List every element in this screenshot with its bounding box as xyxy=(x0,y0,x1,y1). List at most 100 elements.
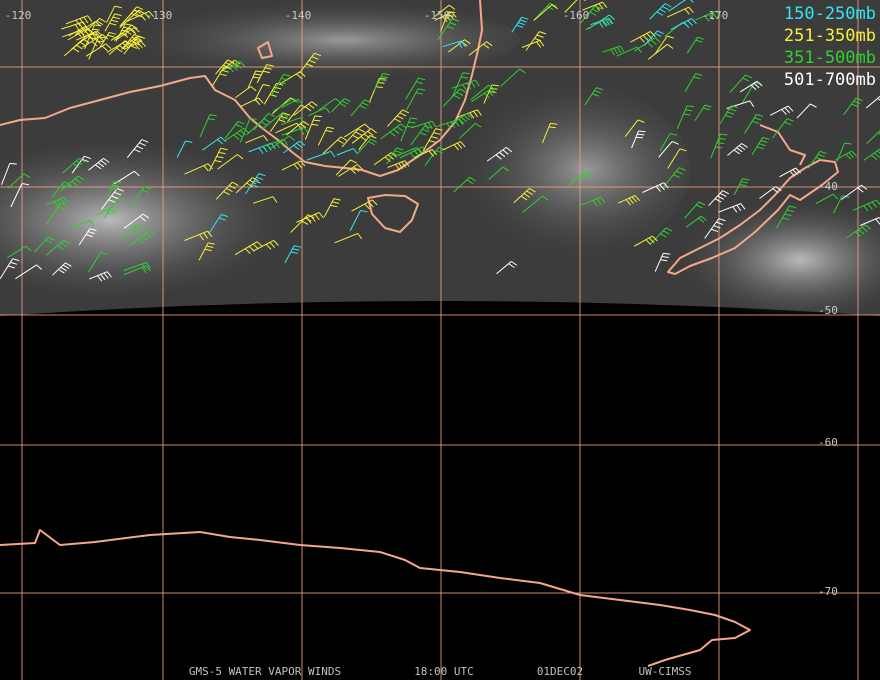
wind-barb xyxy=(253,196,278,204)
wind-barb xyxy=(602,45,625,56)
longitude-label: -130 xyxy=(146,9,173,22)
wind-barb xyxy=(442,141,466,151)
wind-barb xyxy=(644,30,664,46)
wind-barb xyxy=(184,163,213,175)
wind-barb xyxy=(198,242,216,261)
wind-barb xyxy=(350,99,372,117)
wind-barb xyxy=(284,245,302,264)
wind-barb xyxy=(759,186,782,199)
wind-barb xyxy=(7,173,31,189)
wind-barb xyxy=(296,212,324,224)
wind-barb xyxy=(275,122,302,134)
legend-entry: 150-250mb xyxy=(784,4,876,24)
wind-barb xyxy=(483,84,499,104)
wind-barb xyxy=(244,173,266,195)
wind-barb xyxy=(114,170,140,185)
wind-barb xyxy=(434,4,456,17)
coastline xyxy=(0,0,483,177)
wind-barb xyxy=(772,118,794,139)
wind-barb xyxy=(65,15,93,27)
wind-barb xyxy=(7,245,32,259)
wind-barb xyxy=(585,18,613,31)
wind-barb xyxy=(387,109,410,127)
wind-barb xyxy=(225,127,250,141)
wind-barb xyxy=(649,3,672,20)
wind-barb xyxy=(630,31,656,43)
wind-barb xyxy=(807,150,827,169)
wind-barb xyxy=(458,122,482,140)
wind-barb xyxy=(666,6,694,18)
wind-barb xyxy=(219,61,246,73)
coastlines xyxy=(0,0,839,667)
wind-barb xyxy=(452,72,470,97)
wind-barb xyxy=(541,122,558,144)
wind-barb xyxy=(211,66,231,87)
wind-barb xyxy=(358,135,377,151)
wind-barb xyxy=(323,198,341,218)
wind-barb xyxy=(281,127,309,136)
wind-barbs xyxy=(0,0,880,282)
wind-barb xyxy=(15,264,43,280)
wind-barb xyxy=(865,95,880,109)
wind-barb xyxy=(52,262,72,276)
wind-barb xyxy=(470,84,495,101)
wind-barb xyxy=(410,125,432,146)
wind-barb xyxy=(584,87,604,106)
wind-barb xyxy=(733,178,750,196)
wind-barb xyxy=(68,26,91,37)
wind-barb xyxy=(128,230,155,247)
wind-barb xyxy=(78,228,97,246)
wind-barb xyxy=(10,183,29,208)
wind-barb xyxy=(304,115,322,140)
wind-barb xyxy=(69,220,95,229)
wind-barb xyxy=(751,137,770,155)
wind-barb xyxy=(121,34,141,50)
wind-barb xyxy=(123,262,151,272)
wind-barb xyxy=(351,199,378,212)
wind-barb xyxy=(290,214,315,233)
wind-barb xyxy=(239,118,257,143)
wind-barb xyxy=(387,160,410,171)
wind-barb xyxy=(105,181,121,201)
wind-barb xyxy=(580,5,602,24)
wind-barb xyxy=(564,0,586,13)
wind-barb xyxy=(269,112,291,132)
wind-barb xyxy=(400,117,418,142)
wind-barb xyxy=(106,5,122,23)
wind-barb xyxy=(841,184,868,200)
wind-barb xyxy=(308,107,331,117)
wind-barb xyxy=(215,181,239,200)
wind-barb xyxy=(176,140,193,158)
legend-entry: 251-350mb xyxy=(784,26,876,46)
wind-barb xyxy=(261,138,289,149)
longitude-label: -160 xyxy=(563,9,590,22)
wind-barb xyxy=(866,130,880,144)
wind-barb xyxy=(270,135,296,149)
wind-barb xyxy=(119,9,142,27)
wind-barb xyxy=(442,40,466,48)
wind-barb xyxy=(88,251,108,273)
wind-barb xyxy=(846,224,871,239)
wind-barb xyxy=(471,88,497,103)
wind-barb xyxy=(373,152,398,166)
wind-barb xyxy=(248,142,276,154)
wind-barb xyxy=(306,150,336,161)
wind-barb xyxy=(317,126,335,146)
wind-barb xyxy=(533,4,558,21)
wind-barb xyxy=(334,233,363,244)
wind-barb xyxy=(437,18,460,41)
wind-barb xyxy=(654,252,671,272)
wind-barb xyxy=(119,9,146,28)
wind-barb xyxy=(63,38,90,57)
wind-barb xyxy=(254,84,271,102)
cloud xyxy=(430,80,690,260)
cloud xyxy=(680,200,880,320)
wind-barb xyxy=(380,123,407,140)
wind-barb xyxy=(852,199,880,212)
wind-barb xyxy=(411,120,437,130)
wind-barb xyxy=(1,162,17,185)
wind-barb xyxy=(779,167,801,178)
wind-barb xyxy=(434,11,457,23)
labels: -120 -130 -140 -150 -160 -170 -40 -50 -60 -70 150-… xyxy=(5,4,876,678)
